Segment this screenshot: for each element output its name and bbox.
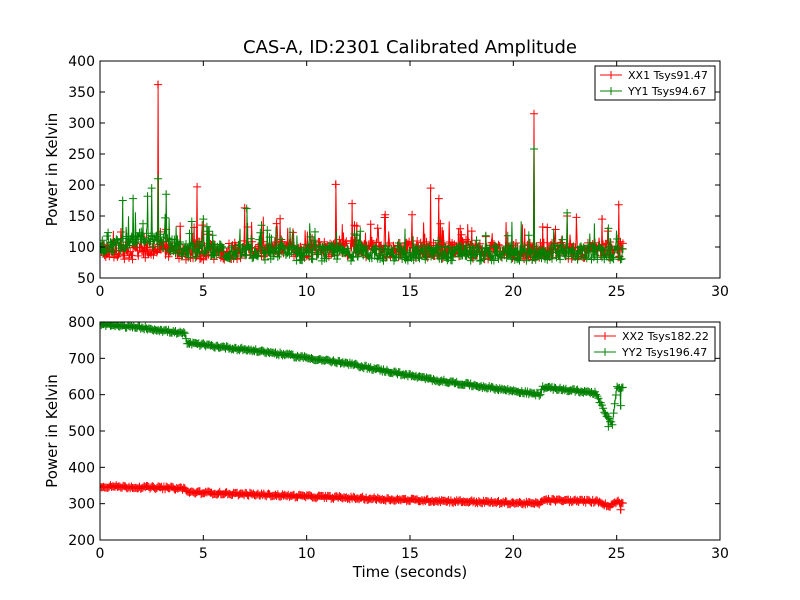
legend-marker	[601, 348, 609, 356]
series-1-2	[100, 145, 627, 265]
x-tick-label: 30	[711, 546, 729, 562]
y-tick-label: 100	[68, 240, 95, 256]
x-tick-label: 5	[199, 284, 208, 300]
x-tick-label: 0	[96, 284, 105, 300]
y-tick-label: 50	[77, 271, 95, 287]
y-tick-label: 200	[68, 178, 95, 194]
y-tick-label: 400	[68, 460, 95, 476]
x-tick-label: 5	[199, 546, 208, 562]
legend-label: XX2 Tsys182.22	[622, 330, 709, 343]
x-tick-label: 10	[298, 546, 316, 562]
y-tick-label: 300	[68, 497, 95, 513]
y-tick-label: 500	[68, 424, 95, 440]
x-tick-label: 20	[504, 284, 522, 300]
y-axis-label: Power in Kelvin	[43, 113, 61, 227]
y-axis-label: Power in Kelvin	[43, 374, 61, 488]
series-markers	[100, 322, 627, 431]
x-tick-label: 15	[401, 546, 419, 562]
y-tick-label: 250	[68, 147, 95, 163]
y-tick-label: 400	[68, 54, 95, 70]
legend-box	[594, 65, 716, 101]
y-tick-label: 150	[68, 209, 95, 225]
bottom-panel: 0 5 10 15 20 25 30 200 300 400 500 600 700 800 Power i…	[43, 315, 729, 581]
y-tick-label: 800	[68, 315, 95, 331]
legend-marker	[607, 87, 615, 95]
y-tick-label: 200	[68, 533, 95, 549]
x-tick-label: 10	[298, 284, 316, 300]
legend: XX1 Tsys91.47 YY1 Tsys94.67	[594, 65, 716, 101]
x-tick-label: 25	[608, 284, 626, 300]
legend-label: YY1 Tsys94.67	[627, 85, 706, 98]
y-tick-label: 350	[68, 85, 95, 101]
x-tick-label: 30	[711, 284, 729, 300]
x-tick-label: 25	[608, 546, 626, 562]
x-tick-label: 20	[504, 546, 522, 562]
top-panel: 0 5 10 15 20 25 30 50 100 150 200 250 300 350 400 Power…	[43, 54, 729, 300]
y-tick-label: 600	[68, 388, 95, 404]
legend-label: XX1 Tsys91.47	[628, 69, 708, 82]
x-tick-label: 15	[401, 284, 419, 300]
series-2-2	[100, 322, 627, 431]
legend: XX2 Tsys182.22 YY2 Tsys196.47	[588, 326, 716, 362]
y-tick-label: 300	[68, 116, 95, 132]
series-markers	[100, 145, 627, 265]
series-markers	[100, 481, 627, 514]
legend-label: YY2 Tsys196.47	[621, 346, 707, 359]
legend-marker	[601, 332, 609, 340]
chart-title: CAS-A, ID:2301 Calibrated Amplitude	[243, 37, 577, 58]
x-tick-label: 0	[96, 546, 105, 562]
series-2-1	[100, 481, 627, 514]
legend-marker	[607, 71, 615, 79]
y-tick-label: 700	[68, 351, 95, 367]
legend-box	[588, 326, 716, 362]
x-axis-label: Time (seconds)	[352, 563, 468, 581]
